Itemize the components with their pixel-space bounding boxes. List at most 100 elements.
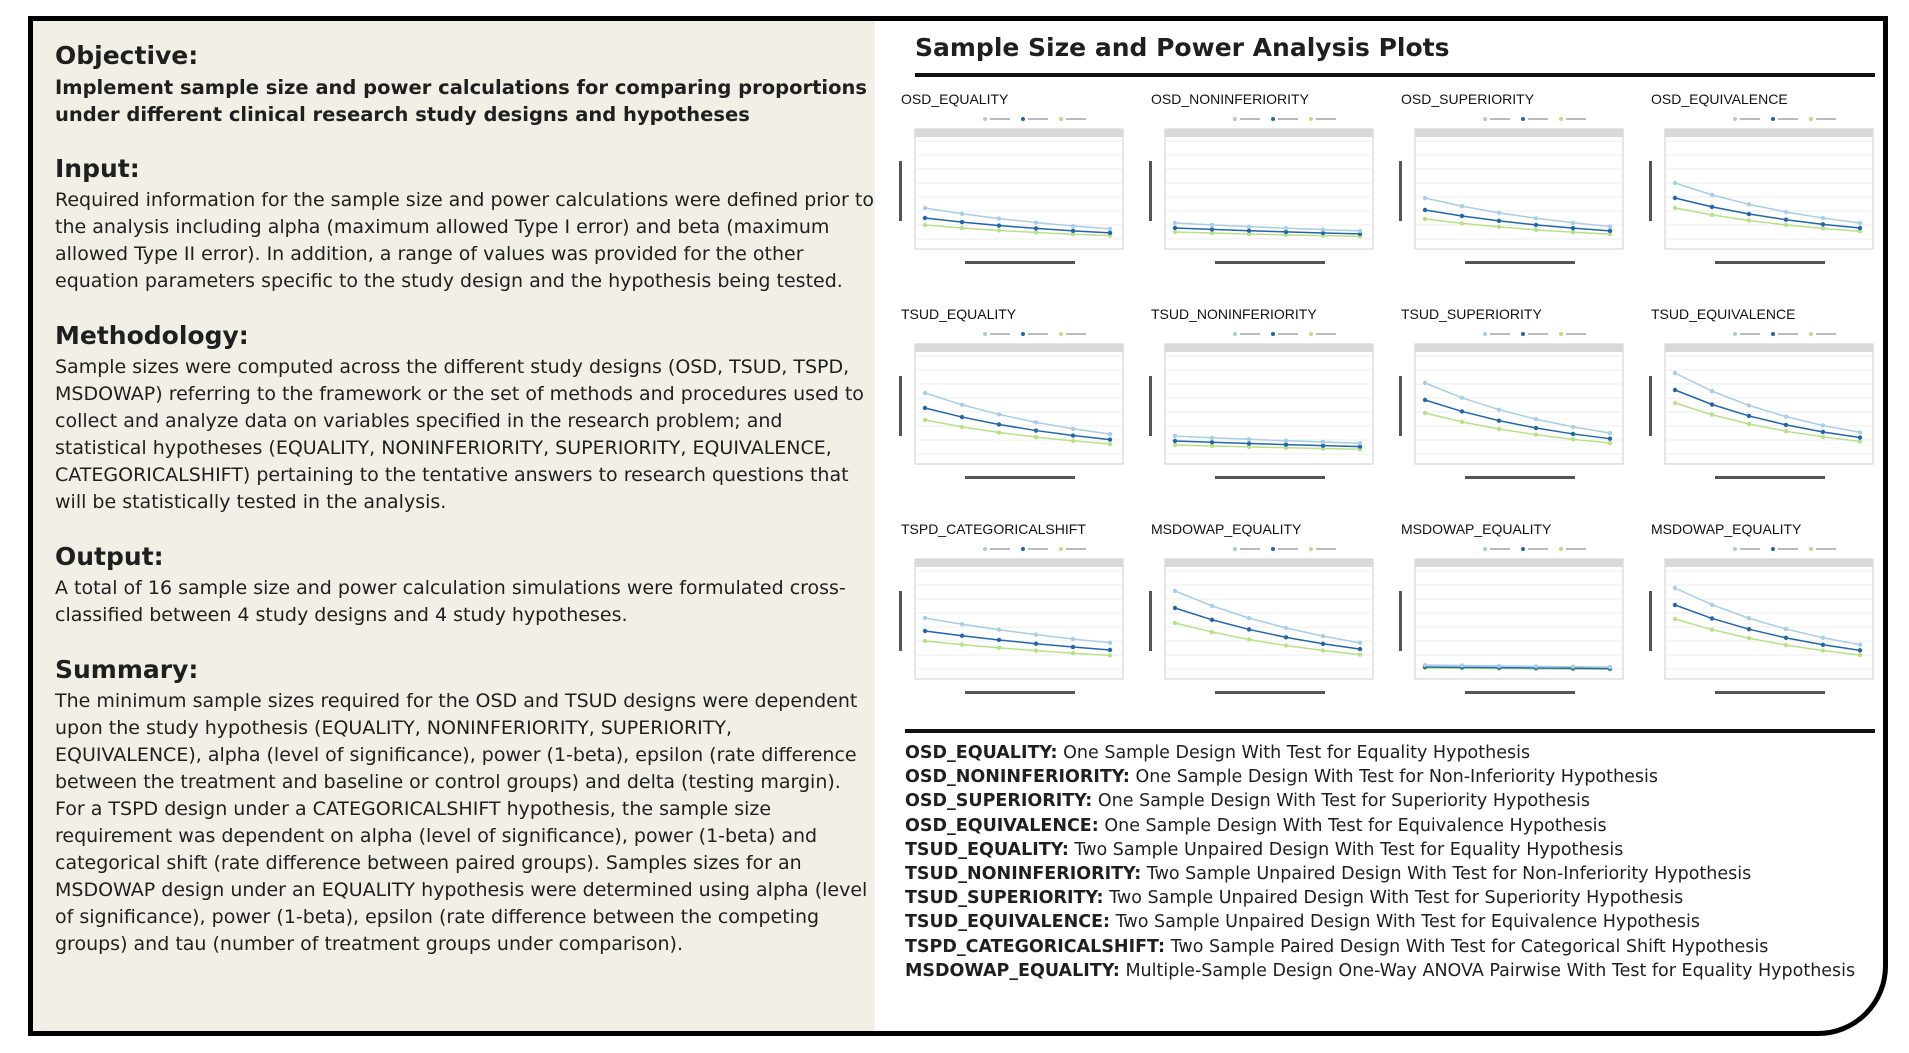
x-axis-label — [1715, 476, 1825, 479]
legend-rule — [905, 729, 1875, 733]
legend-entry: OSD_SUPERIORITY: One Sample Design With … — [905, 789, 1855, 813]
y-axis-label — [1399, 591, 1402, 651]
series-point — [1783, 222, 1789, 228]
series-point — [1320, 633, 1326, 639]
legend-label-line — [990, 548, 1010, 550]
facet-strip — [1665, 344, 1873, 352]
series-point — [1783, 217, 1789, 222]
plot-area — [914, 343, 1124, 465]
series-point — [1783, 414, 1789, 419]
series-point — [1357, 640, 1363, 646]
plot-name: TSUD_EQUIVALENCE — [1651, 306, 1796, 322]
series-point — [1172, 438, 1178, 444]
series-point — [1246, 228, 1252, 233]
series-point — [1783, 626, 1789, 632]
series-point — [1107, 226, 1113, 231]
facet-strip — [915, 344, 1123, 352]
series-point — [1209, 617, 1215, 622]
legend-label-line — [1778, 333, 1798, 335]
series-point — [1533, 432, 1539, 437]
series-line — [1174, 222, 1361, 232]
plot-name: TSUD_EQUALITY — [901, 306, 1017, 322]
legend-dot — [1483, 332, 1487, 336]
series-line — [924, 407, 1111, 441]
plot-name: TSPD_CATEGORICALSHIFT — [901, 521, 1086, 537]
x-axis-label — [1715, 691, 1825, 694]
plot-area — [1664, 558, 1874, 680]
legend-dot — [983, 547, 987, 551]
series-point — [959, 424, 965, 430]
facet-strip — [1665, 129, 1873, 137]
legend-label-line — [1528, 548, 1548, 550]
series-point — [1496, 426, 1502, 432]
series-point — [1357, 231, 1363, 237]
series-point — [1320, 648, 1326, 653]
series-point — [1709, 192, 1715, 198]
series-line — [924, 392, 1111, 435]
series-point — [1709, 402, 1715, 407]
series-point — [1607, 436, 1613, 441]
series-point — [1422, 216, 1428, 222]
series-point — [1283, 229, 1289, 235]
series-point — [959, 402, 965, 407]
series-point — [1459, 221, 1465, 226]
facet-strip — [1665, 559, 1873, 567]
mini-plot — [1149, 117, 1374, 264]
series-line — [924, 207, 1111, 230]
series-point — [1783, 642, 1789, 648]
legend-dot — [1059, 332, 1063, 336]
series-point — [1709, 616, 1715, 621]
output-section: Output: A total of 16 sample size and po… — [55, 542, 875, 629]
series-point — [1709, 627, 1715, 632]
y-axis-label — [1399, 376, 1402, 436]
plot-area — [1414, 558, 1624, 680]
series-point — [1746, 616, 1752, 621]
series-point — [1070, 433, 1076, 438]
series-point — [1422, 662, 1428, 668]
series-point — [1570, 424, 1576, 430]
plot-name: MSDOWAP_EQUALITY — [1401, 521, 1552, 537]
series-point — [996, 412, 1002, 417]
legend-dot — [1733, 117, 1737, 121]
legend-label-line — [1490, 333, 1510, 335]
y-axis-label — [899, 591, 902, 651]
series-point — [1746, 636, 1752, 641]
legend-dot — [1559, 332, 1563, 336]
series-point — [922, 628, 928, 634]
methodology-text: Sample sizes were computed across the di… — [55, 356, 864, 513]
series-point — [1172, 220, 1178, 226]
legend-label-line — [1066, 548, 1086, 550]
series-point — [1857, 225, 1863, 231]
legend-dot — [1021, 547, 1025, 551]
series-point — [1607, 231, 1613, 237]
series-point — [1533, 222, 1539, 228]
plot-cell: TSUD_EQUIVALENCE — [1645, 306, 1883, 506]
series-point — [1246, 231, 1252, 237]
legend-label-line — [1816, 333, 1836, 335]
series-point — [1570, 225, 1576, 231]
series-point — [1070, 223, 1076, 229]
series-point — [1533, 227, 1539, 233]
plot-name: TSUD_SUPERIORITY — [1401, 306, 1542, 322]
x-axis-label — [1465, 691, 1575, 694]
series-point — [1746, 211, 1752, 217]
series-point — [1496, 218, 1502, 224]
legend-dot — [1309, 117, 1313, 121]
series-point — [1857, 430, 1863, 435]
series-point — [1783, 422, 1789, 428]
series-point — [1172, 442, 1178, 448]
series-point — [1209, 230, 1215, 236]
series-point — [1107, 441, 1113, 447]
series-point — [1857, 439, 1863, 444]
series-point — [1570, 230, 1576, 235]
input-heading: Input: — [55, 154, 140, 183]
series-point — [1746, 421, 1752, 427]
series-point — [1172, 588, 1178, 594]
series-point — [996, 216, 1002, 221]
mini-plot — [1649, 547, 1874, 694]
legend-dot — [1059, 117, 1063, 121]
series-point — [1107, 431, 1113, 437]
series-line — [1424, 382, 1611, 434]
series-point — [1246, 444, 1252, 450]
legend-label-line — [1240, 548, 1260, 550]
